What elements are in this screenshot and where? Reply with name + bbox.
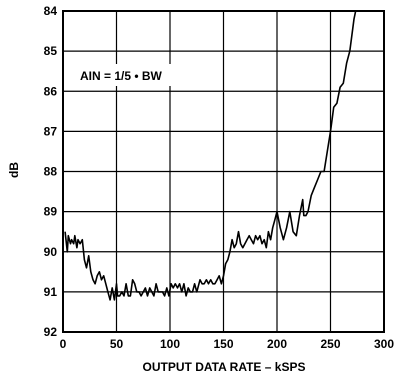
series xyxy=(64,11,357,301)
tick-labels: 0 50 100 150 200 250 300 84 85 86 87 88 89 90 91 92 xyxy=(44,4,395,351)
y-tick-label: 88 xyxy=(44,165,58,179)
x-tick-label: 50 xyxy=(110,337,124,351)
x-tick-label: 250 xyxy=(320,337,340,351)
series-line xyxy=(64,11,357,301)
annotation-label: AIN = 1/5 • BW xyxy=(80,69,163,83)
y-tick-label: 89 xyxy=(44,205,58,219)
x-tick-label: 0 xyxy=(60,337,67,351)
x-tick-label: 150 xyxy=(213,337,233,351)
y-axis-title: dB xyxy=(7,162,21,178)
y-tick-label: 90 xyxy=(44,245,58,259)
x-tick-label: 200 xyxy=(267,337,287,351)
x-tick-label: 100 xyxy=(160,337,180,351)
y-tick-label: 92 xyxy=(44,325,58,339)
y-tick-label: 86 xyxy=(44,84,58,98)
y-tick-label: 85 xyxy=(44,44,58,58)
y-tick-label: 91 xyxy=(44,285,58,299)
x-tick-label: 300 xyxy=(374,337,394,351)
annotation-background xyxy=(74,64,206,86)
grid xyxy=(63,11,384,332)
y-tick-label: 87 xyxy=(44,124,58,138)
annotation-box: AIN = 1/5 • BW xyxy=(74,64,206,86)
y-tick-label: 84 xyxy=(44,4,58,18)
plot-frame xyxy=(62,10,385,333)
x-axis-title: OUTPUT DATA RATE – kSPS xyxy=(143,360,306,374)
